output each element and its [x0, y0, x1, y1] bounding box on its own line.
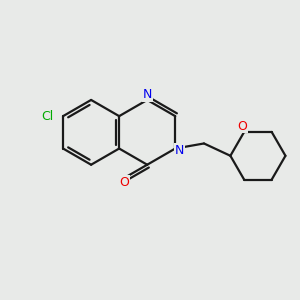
- Text: N: N: [175, 143, 184, 157]
- Text: O: O: [238, 120, 248, 133]
- Text: O: O: [119, 176, 129, 189]
- Text: Cl: Cl: [42, 110, 54, 123]
- Text: N: N: [142, 88, 152, 101]
